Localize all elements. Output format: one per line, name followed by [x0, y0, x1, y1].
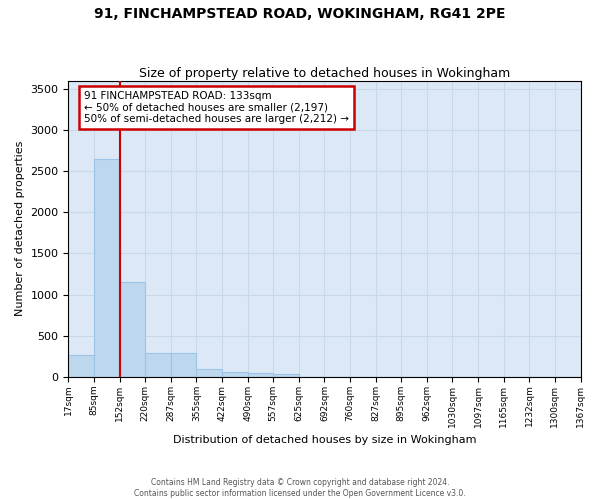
Bar: [171, 354, 196, 377]
Bar: [119, 282, 145, 377]
Bar: [222, 372, 248, 377]
Text: Contains HM Land Registry data © Crown copyright and database right 2024.
Contai: Contains HM Land Registry data © Crown c…: [134, 478, 466, 498]
Text: 91, FINCHAMPSTEAD ROAD, WOKINGHAM, RG41 2PE: 91, FINCHAMPSTEAD ROAD, WOKINGHAM, RG41 …: [94, 8, 506, 22]
Text: 91 FINCHAMPSTEAD ROAD: 133sqm
← 50% of detached houses are smaller (2,197)
50% o: 91 FINCHAMPSTEAD ROAD: 133sqm ← 50% of d…: [84, 91, 349, 124]
Bar: [94, 159, 119, 377]
Bar: [273, 374, 299, 377]
Title: Size of property relative to detached houses in Wokingham: Size of property relative to detached ho…: [139, 66, 510, 80]
X-axis label: Distribution of detached houses by size in Wokingham: Distribution of detached houses by size …: [173, 435, 476, 445]
Bar: [248, 373, 273, 377]
Bar: [145, 354, 171, 377]
Bar: [196, 368, 222, 377]
Y-axis label: Number of detached properties: Number of detached properties: [15, 141, 25, 316]
Bar: [68, 354, 94, 377]
